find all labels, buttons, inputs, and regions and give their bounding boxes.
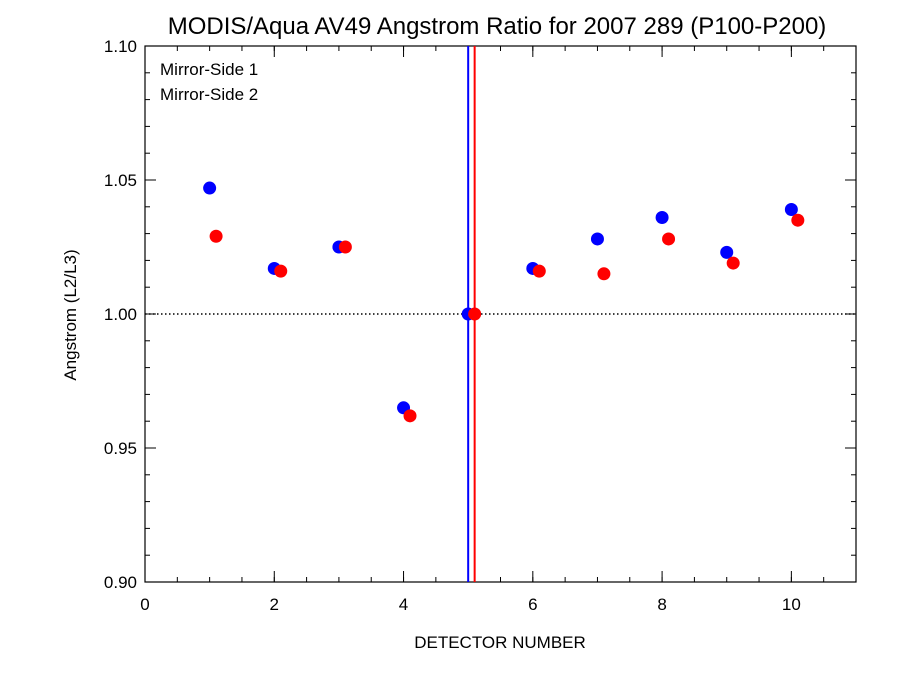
y-tick-label: 0.90 [104, 573, 137, 592]
y-tick-label: 0.95 [104, 439, 137, 458]
mirror-side-1-point [784, 202, 798, 216]
mirror-side-2-point [209, 229, 223, 243]
mirror-side-2-point [468, 307, 482, 321]
x-tick-label: 6 [528, 595, 537, 614]
y-axis-label: Angstrom (L2/L3) [61, 249, 80, 380]
mirror-side-2-point [274, 264, 288, 278]
mirror-side-2-point [726, 256, 740, 270]
x-tick-label: 4 [399, 595, 408, 614]
legend-mirror-side-1: Mirror-Side 1 [160, 60, 258, 79]
x-tick-label: 0 [140, 595, 149, 614]
x-tick-label: 8 [657, 595, 666, 614]
y-tick-label: 1.00 [104, 305, 137, 324]
mirror-side-2-point [597, 267, 611, 281]
x-tick-label: 2 [270, 595, 279, 614]
mirror-side-1-point [655, 211, 669, 225]
x-tick-label: 10 [782, 595, 801, 614]
chart-title: MODIS/Aqua AV49 Angstrom Ratio for 2007 … [168, 13, 827, 40]
mirror-side-2-point [791, 213, 805, 227]
mirror-side-1-point [720, 245, 734, 259]
plot-area: 0 2 4 6 8 10 0.90 0.95 1.00 1.05 1.10 [104, 37, 857, 614]
mirror-side-2-point [403, 409, 417, 423]
mirror-side-2-point [338, 240, 352, 254]
mirror-side-1-point [590, 232, 604, 246]
y-tick-label: 1.05 [104, 171, 137, 190]
legend-mirror-side-2: Mirror-Side 2 [160, 85, 258, 104]
mirror-side-2-point [662, 232, 676, 246]
mirror-side-2-point [532, 264, 546, 278]
y-tick-label: 1.10 [104, 37, 137, 56]
x-axis-label: DETECTOR NUMBER [414, 633, 586, 652]
mirror-side-1-point [203, 181, 217, 195]
